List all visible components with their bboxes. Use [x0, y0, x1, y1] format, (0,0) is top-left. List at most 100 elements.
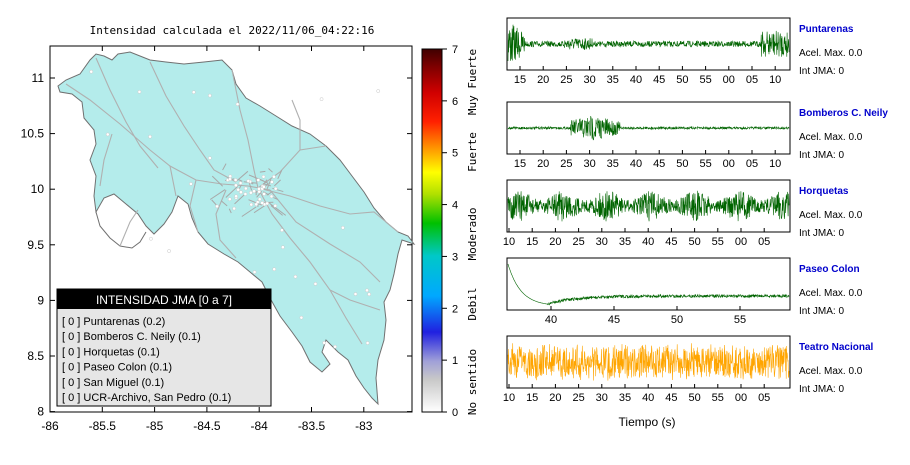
map-y-tick-label: 8	[37, 405, 44, 419]
town-point	[273, 268, 276, 271]
town-point	[228, 198, 231, 201]
map-x-tick-label: -85	[146, 419, 164, 433]
trace-x-tick-label: 55	[712, 392, 724, 404]
map-x-tick-label: -84.5	[193, 419, 221, 433]
trace-x-tick-label: 45	[653, 158, 665, 170]
town-point	[257, 187, 260, 190]
trace-x-tick-label: 20	[537, 74, 549, 86]
trace-x-tick-label: 15	[526, 236, 538, 248]
town-point	[167, 249, 170, 252]
trace-x-tick-label: 00	[735, 236, 747, 248]
trace-x-tick-label: 30	[596, 392, 608, 404]
time-axis-label: Tiempo (s)	[619, 415, 676, 429]
town-point	[90, 70, 93, 73]
town-point	[323, 341, 326, 344]
trace-x-tick-label: 40	[630, 158, 642, 170]
trace-x-tick-label: 05	[746, 74, 758, 86]
trace-x-tick-label: 20	[549, 236, 561, 248]
town-point	[320, 98, 323, 101]
trace-x-tick-label: 35	[607, 74, 619, 86]
trace-x-tick-label: 45	[665, 392, 677, 404]
town-point	[208, 94, 211, 97]
legend-item: [ 0 ] Puntarenas (0.2)	[62, 316, 165, 328]
town-point	[234, 184, 237, 187]
town-point	[189, 182, 192, 185]
trace-x-tick-label: 15	[514, 158, 526, 170]
trace-x-tick-label: 25	[560, 74, 572, 86]
trace-x-tick-label: 00	[723, 74, 735, 86]
town-point	[252, 190, 255, 193]
trace-x-tick-label: 40	[545, 314, 557, 326]
trace-x-tick-label: 45	[653, 74, 665, 86]
trace-x-tick-label: 35	[607, 158, 619, 170]
town-point	[262, 175, 265, 178]
level-moderado: Moderado	[466, 208, 479, 261]
trace-x-tick-label: 35	[619, 236, 631, 248]
trace-x-tick-label: 40	[642, 236, 654, 248]
town-point	[236, 103, 239, 106]
trace-x-tick-label: 25	[560, 158, 572, 170]
legend-item: [ 0 ] Bomberos C. Neily (0.1)	[62, 331, 201, 343]
town-point	[300, 316, 303, 319]
town-point	[149, 237, 152, 240]
peak-acceleration: Acel. Max. 0.0	[799, 366, 863, 377]
town-point	[106, 133, 109, 136]
town-point	[274, 187, 277, 190]
intensity-legend: INTENSIDAD JMA [0 a 7] [ 0 ] Puntarenas …	[57, 289, 271, 406]
trace-x-tick-label: 55	[699, 158, 711, 170]
town-point	[261, 201, 264, 204]
level-no-sentido: No sentido	[466, 349, 479, 415]
town-point	[262, 185, 265, 188]
level-fuerte: Fuerte	[466, 132, 479, 172]
town-point	[368, 293, 371, 296]
trace-x-tick-label: 55	[712, 236, 724, 248]
town-point	[334, 345, 337, 348]
legend-item: [ 0 ] Paseo Colon (0.1)	[62, 362, 172, 374]
trace-frame	[507, 258, 790, 310]
town-point	[138, 90, 141, 93]
map-title: Intensidad calculada el 2022/11/06_04:22…	[90, 24, 375, 37]
jma-intensity: Int JMA: 0	[799, 150, 844, 161]
trace-x-tick-label: 50	[688, 392, 700, 404]
legend-title: INTENSIDAD JMA [0 a 7]	[96, 293, 232, 307]
town-point	[253, 270, 256, 273]
town-point	[257, 178, 260, 181]
trace-x-tick-label: 05	[746, 158, 758, 170]
trace-x-tick-label: 10	[503, 392, 515, 404]
station-name: Teatro Nacional	[799, 342, 873, 353]
town-point	[354, 292, 357, 295]
colorbar-tick-label: 5	[452, 148, 458, 160]
trace-x-tick-label: 25	[572, 236, 584, 248]
trace-x-tick-label: 10	[769, 158, 781, 170]
trace-x-tick-label: 45	[608, 314, 620, 326]
jma-intensity: Int JMA: 0	[799, 384, 844, 395]
trace-x-tick-label: 05	[758, 236, 770, 248]
trace-x-tick-label: 40	[630, 74, 642, 86]
colorbar-tick-label: 6	[452, 96, 458, 108]
station-name: Horquetas	[799, 186, 849, 197]
town-point	[270, 180, 273, 183]
map-y-tick-label: 11	[32, 71, 45, 85]
trace-x-tick-label: 50	[688, 236, 700, 248]
town-point	[228, 178, 231, 181]
town-point	[266, 202, 269, 205]
colorbar-tick-label: 4	[452, 200, 458, 212]
town-point	[234, 178, 237, 181]
town-point	[272, 175, 275, 178]
town-point	[239, 181, 242, 184]
town-point	[365, 289, 368, 292]
town-point	[235, 195, 238, 198]
station-name: Paseo Colon	[799, 264, 860, 275]
town-point	[148, 135, 151, 138]
station-name: Bomberos C. Neily	[799, 108, 888, 119]
trace-x-tick-label: 50	[671, 314, 683, 326]
map-y-tick-label: 10.5	[21, 127, 45, 141]
town-point	[250, 203, 253, 206]
level-muy-fuerte: Muy Fuerte	[466, 49, 479, 115]
town-point	[281, 246, 284, 249]
